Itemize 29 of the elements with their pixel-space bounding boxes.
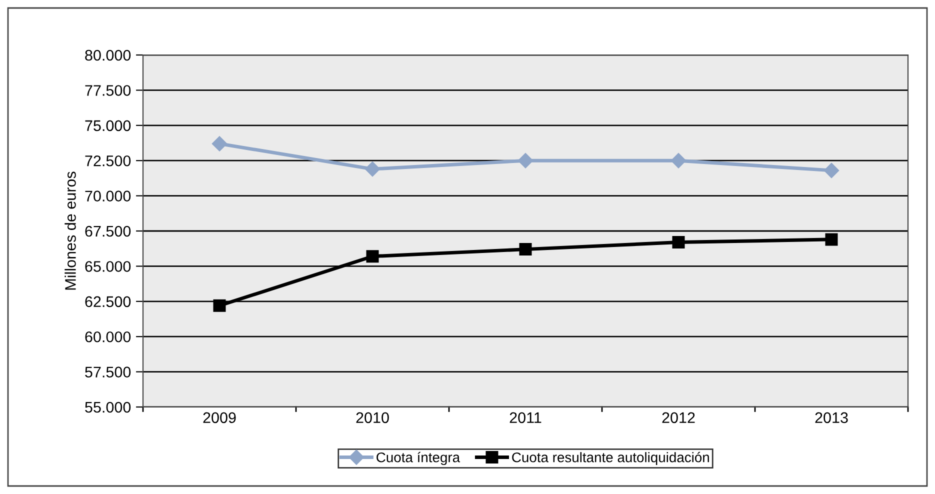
x-tick-label: 2011 [510,412,542,424]
point [366,250,379,263]
point [670,153,686,168]
x-tick-label: 2009 [203,412,236,424]
y-axis-title: Millones de euros [64,172,76,290]
y-tick-label: 60.000 [85,331,131,342]
x-tick-label: 2013 [815,412,848,424]
y-tick-label: 72.500 [85,155,131,166]
point [519,243,532,256]
point [672,236,685,249]
x-tick-label: 2010 [356,412,389,424]
y-tick-label: 75.000 [85,120,131,132]
point [213,299,226,312]
point [518,153,534,168]
x-tick-label: 2012 [662,412,695,424]
legend-label: Cuota íntegra [376,452,460,466]
y-tick-label: 57.500 [85,366,131,378]
y-tick-label: 77.500 [85,85,131,96]
y-tick-label: 55.000 [85,402,131,413]
point [212,136,228,152]
y-tick-label: 67.500 [85,226,131,237]
point [824,162,840,178]
point [364,161,380,177]
y-tick-label: 70.000 [85,190,131,202]
y-tick-label: 65.000 [85,261,131,272]
legend-label: Cuota resultante autoliquidación [512,452,709,466]
point [825,233,838,246]
y-tick-label: 62.500 [85,296,131,308]
y-tick-label: 80.000 [85,50,131,61]
